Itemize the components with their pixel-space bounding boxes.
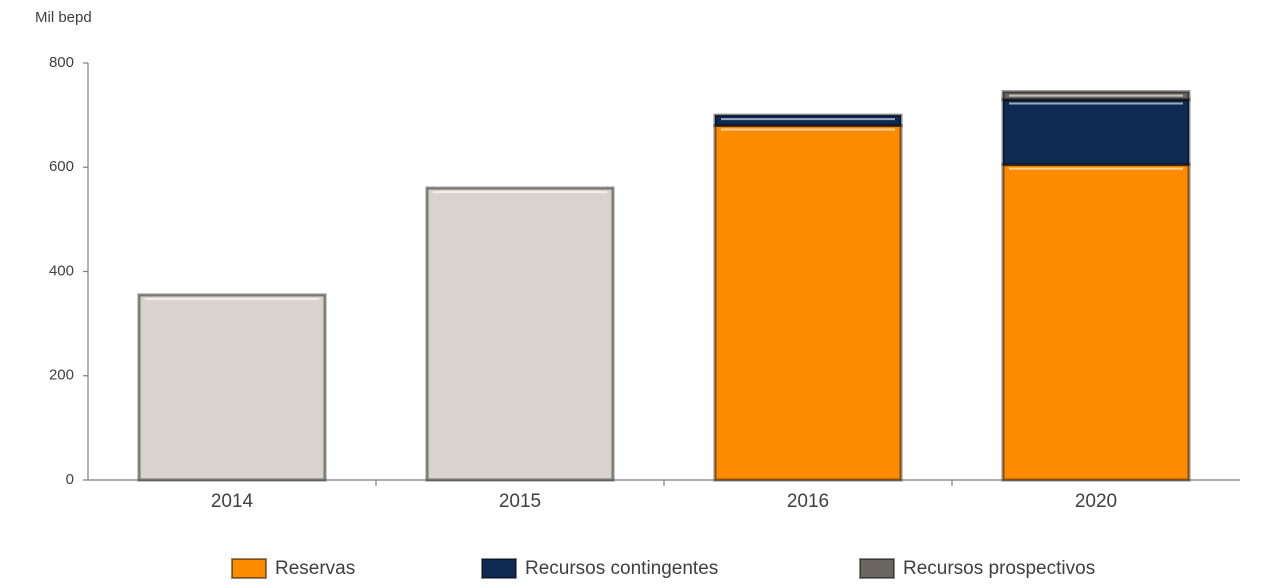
legend-swatch [859, 558, 895, 579]
legend-label: Recursos contingentes [525, 558, 718, 579]
legend-label: Recursos prospectivos [903, 558, 1095, 579]
bar-segment [713, 113, 903, 128]
bar-segment [1001, 97, 1191, 167]
bar-segment [1001, 163, 1191, 482]
y-tick-label: 600 [49, 158, 74, 175]
y-tick-label: 0 [66, 471, 74, 488]
x-tick-label: 2016 [787, 491, 829, 512]
y-axis-label: Mil bepd [35, 9, 92, 26]
y-tick-label: 800 [49, 54, 74, 71]
x-tick-label: 2015 [499, 491, 541, 512]
bar-segment [137, 293, 327, 482]
x-tick-label: 2020 [1075, 491, 1117, 512]
x-tick-label: 2014 [211, 491, 254, 512]
legend-swatch [231, 558, 267, 579]
bar-segment [425, 186, 615, 482]
y-tick-label: 200 [49, 367, 74, 384]
y-tick-label: 400 [49, 262, 74, 279]
bar-segment [713, 124, 903, 482]
legend-label: Reservas [275, 558, 355, 579]
legend-swatch [481, 558, 517, 579]
